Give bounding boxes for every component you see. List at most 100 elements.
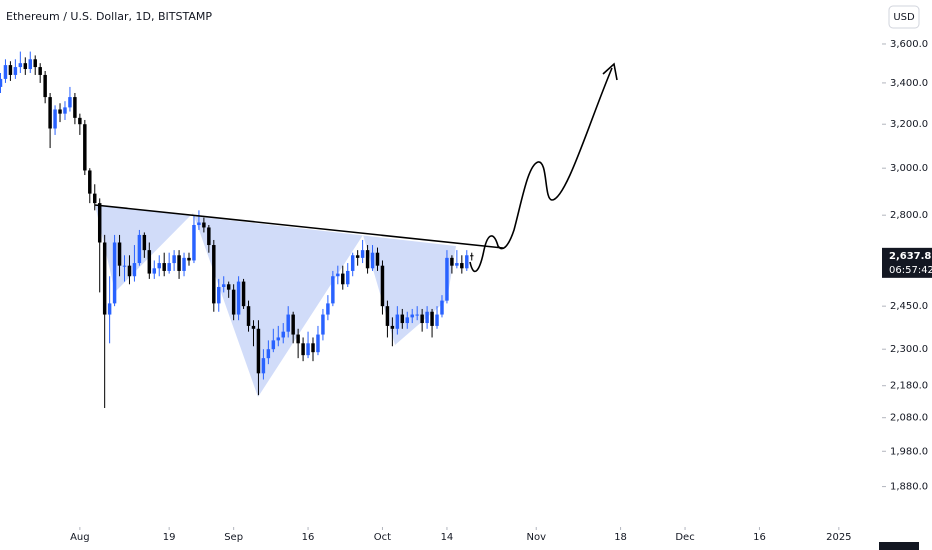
candle-body xyxy=(3,65,8,79)
candle-body xyxy=(28,59,32,70)
candle-body xyxy=(316,334,320,353)
candle-body xyxy=(207,227,211,246)
candle-body xyxy=(405,317,409,324)
candle-body xyxy=(360,250,365,258)
candle-body xyxy=(172,255,176,264)
candle-body xyxy=(88,170,92,194)
candle-body xyxy=(460,263,464,269)
candle-body xyxy=(132,263,137,277)
x-tick-label: Aug xyxy=(70,532,90,543)
last-price-label: 2,637.8 xyxy=(889,251,931,262)
candle-body xyxy=(78,117,82,125)
currency-box[interactable] xyxy=(888,5,920,29)
candle-body xyxy=(152,268,157,274)
candle-body xyxy=(157,263,161,269)
candle-body xyxy=(246,306,251,326)
candle-body xyxy=(221,284,226,287)
candle-body xyxy=(142,234,147,251)
candle-body xyxy=(420,314,424,324)
candle-body xyxy=(102,242,107,315)
candle-body xyxy=(395,314,400,329)
axes: 3,600.0 3,400.0 3,200.0 3,000.0 2,800.0 2,450… xyxy=(70,39,932,543)
candle-body xyxy=(341,273,345,285)
candle-body xyxy=(112,242,117,304)
candle-body xyxy=(326,303,330,315)
candle-body xyxy=(455,263,459,266)
candle-body xyxy=(251,325,256,329)
neckline xyxy=(94,204,504,249)
candle-body xyxy=(400,314,405,324)
candle-body xyxy=(450,257,454,266)
candle-body xyxy=(137,234,142,264)
candle-body xyxy=(48,97,52,129)
candle-body xyxy=(8,65,13,75)
y-tick-label: 2,800.0 xyxy=(890,210,928,221)
candle-body xyxy=(256,328,261,374)
candle-body xyxy=(107,303,112,315)
y-tick-label: 1,980.0 xyxy=(890,446,928,457)
candle-body xyxy=(465,255,469,269)
candle-body xyxy=(296,334,300,344)
candle-body xyxy=(33,59,37,68)
candle-body xyxy=(281,331,285,338)
candle-body xyxy=(217,286,221,304)
candle-body xyxy=(410,314,414,318)
candle-body xyxy=(83,124,87,171)
candle-body xyxy=(445,257,449,301)
y-tick-label: 3,400.0 xyxy=(890,78,928,89)
candle-body xyxy=(68,97,72,108)
candle-body xyxy=(212,245,216,304)
candle-body xyxy=(321,314,325,335)
candle-body xyxy=(350,255,355,271)
candle-body xyxy=(147,250,152,274)
x-tick-label: Oct xyxy=(374,532,391,543)
x-tick-label: 2025 xyxy=(826,532,851,543)
candle-body xyxy=(192,224,196,261)
candle-body xyxy=(117,242,122,266)
candle-body xyxy=(53,109,57,129)
candle-body xyxy=(187,257,191,261)
countdown: 06:57:42 xyxy=(889,265,932,276)
candle-body xyxy=(122,265,127,267)
y-tick-label: 1,880.0 xyxy=(890,482,928,493)
y-tick-label: 2,450.0 xyxy=(890,301,928,312)
candle-body xyxy=(13,67,18,75)
candle-body xyxy=(470,255,474,257)
x-tick-label: 18 xyxy=(614,532,627,543)
candle-body xyxy=(430,311,434,326)
candle-body xyxy=(286,314,290,332)
candle-body xyxy=(93,193,97,204)
pattern-shade xyxy=(95,205,456,397)
candle-body xyxy=(311,343,315,353)
candle-body xyxy=(336,273,340,277)
candle-body xyxy=(241,281,246,307)
candle-body xyxy=(425,311,429,324)
candle-body xyxy=(127,265,132,277)
candle-body xyxy=(38,67,42,75)
y-tick-label: 2,180.0 xyxy=(890,381,928,392)
candle-body xyxy=(365,250,370,269)
candle-body xyxy=(226,284,231,290)
candle-body xyxy=(435,314,439,326)
candle-body xyxy=(18,63,23,68)
candle-body xyxy=(380,265,385,307)
currency: USD xyxy=(893,12,915,23)
x-tick-label: 19 xyxy=(163,532,176,543)
candle-body xyxy=(261,358,266,374)
y-tick-label: 3,000.0 xyxy=(890,163,928,174)
candle-body xyxy=(390,325,395,329)
x-tick-label: Sep xyxy=(224,532,243,543)
candle-body xyxy=(202,222,206,228)
candle-body xyxy=(355,255,360,258)
projection-arrow xyxy=(469,62,618,273)
candle-body xyxy=(266,349,271,359)
x-tick-label: Nov xyxy=(526,532,546,543)
candle-body xyxy=(97,203,102,243)
y-tick-label: 3,200.0 xyxy=(890,119,928,130)
candle-body xyxy=(197,222,201,225)
candle-body xyxy=(182,257,186,271)
y-tick-label: 2,080.0 xyxy=(890,413,928,424)
candle-body xyxy=(63,107,67,114)
